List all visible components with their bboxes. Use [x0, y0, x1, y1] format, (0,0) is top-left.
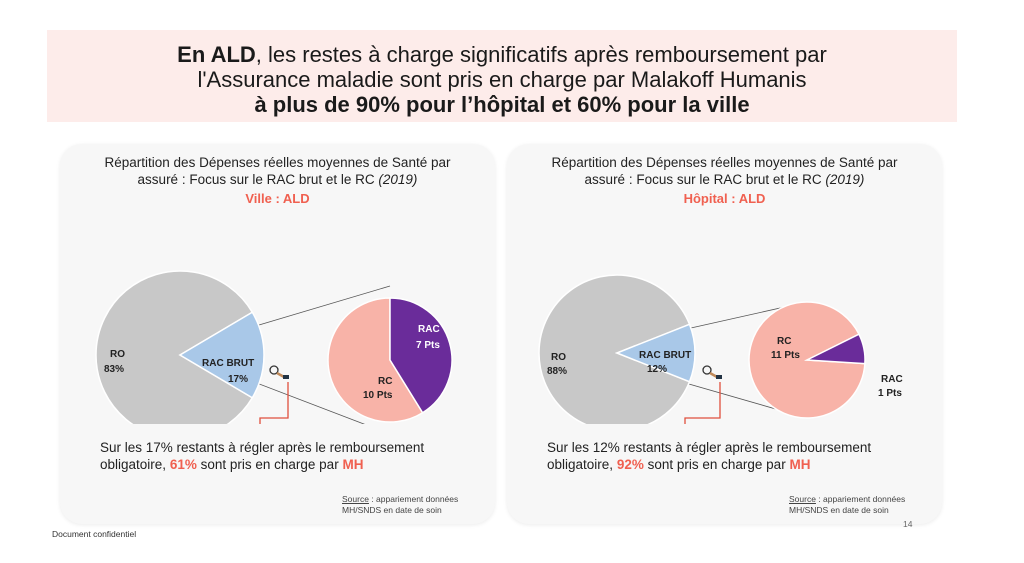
- connector-line-bottom: [253, 381, 365, 424]
- label-rac-brut-value: 12%: [647, 364, 667, 375]
- label-rac-value: 1 Pts: [878, 388, 902, 399]
- card-title-line1: Répartition des Dépenses réelles moyenne…: [104, 155, 451, 170]
- detail-slice-rc: [327, 297, 424, 423]
- confidential-footer: Document confidentiel: [52, 529, 137, 539]
- summary-pre: Sur les 17% restants à régler après le r…: [100, 440, 425, 472]
- source-text: : appariement données MH/SNDS en date de…: [789, 494, 906, 515]
- source-text: : appariement données MH/SNDS en date de…: [342, 494, 459, 515]
- summary-text: Sur les 12% restants à régler après le r…: [547, 439, 927, 473]
- summary-pct: 92%: [616, 457, 644, 472]
- arrow-connector: [259, 382, 289, 424]
- label-ro-value: 88%: [547, 366, 567, 377]
- summary-mh: MH: [342, 457, 364, 472]
- label-rac: RAC: [881, 374, 903, 385]
- card-title-year: (2019): [825, 172, 865, 187]
- card-subtitle: Ville : ALD: [245, 191, 310, 206]
- headline-bold-ald: En ALD: [177, 42, 256, 67]
- source-label: Source: [789, 494, 816, 504]
- card-ville: Répartition des Dépenses réelles moyenne…: [60, 144, 495, 524]
- headline: En ALD, les restes à charge significatif…: [47, 42, 957, 117]
- summary-mid: sont pris en charge par: [647, 457, 786, 472]
- card-title-year: (2019): [378, 172, 418, 187]
- pie-slice-rac-brut: [178, 311, 265, 399]
- label-rc: RC: [378, 376, 392, 387]
- source-note: Source : appariement données MH/SNDS en …: [789, 494, 924, 516]
- label-ro: RO: [110, 349, 125, 360]
- summary-mid: sont pris en charge par: [200, 457, 339, 472]
- label-rac-brut-value: 17%: [228, 374, 248, 385]
- label-ro: RO: [551, 352, 566, 363]
- summary-mh: MH: [789, 457, 811, 472]
- source-label: Source: [342, 494, 369, 504]
- label-rac-value: 7 Pts: [416, 340, 440, 351]
- detail-slice-rac: [389, 297, 453, 414]
- card-title-line1: Répartition des Dépenses réelles moyenne…: [551, 155, 898, 170]
- connector-line-top: [258, 285, 391, 326]
- card-title: Répartition des Dépenses réelles moyenne…: [70, 154, 485, 188]
- pie-slice-ro: [95, 270, 254, 424]
- card-title-line2: assuré : Focus sur le RAC brut et le RC: [137, 172, 375, 187]
- magnifier-icon: [702, 365, 722, 379]
- label-rac-brut: RAC BRUT: [202, 358, 254, 369]
- card-hopital: Répartition des Dépenses réelles moyenne…: [507, 144, 942, 524]
- headline-line1: , les restes à charge significatifs aprè…: [255, 42, 827, 67]
- label-rc: RC: [777, 336, 791, 347]
- headline-line2: l'Assurance maladie sont pris en charge …: [197, 67, 807, 92]
- magnifier-icon: [269, 365, 289, 379]
- label-rc-value: 10 Pts: [363, 390, 393, 401]
- source-note: Source : appariement données MH/SNDS en …: [342, 494, 477, 516]
- summary-pre: Sur les 12% restants à régler après le r…: [547, 440, 872, 472]
- card-title-line2: assuré : Focus sur le RAC brut et le RC: [584, 172, 822, 187]
- slide: En ALD, les restes à charge significatif…: [47, 30, 957, 545]
- pie-chart-hopital: RO 88% RAC BRUT 12% RC 11 Pts RAC 1 Pts: [538, 274, 903, 424]
- headline-line3: à plus de 90% pour l’hôpital et 60% pour…: [254, 92, 750, 117]
- page-number: 14: [903, 519, 913, 529]
- pie-slice-rac-brut: [614, 323, 696, 383]
- card-subtitle: Hôpital : ALD: [683, 191, 766, 206]
- label-ro-value: 83%: [104, 364, 124, 375]
- summary-text: Sur les 17% restants à régler après le r…: [100, 439, 480, 473]
- card-title: Répartition des Dépenses réelles moyenne…: [517, 154, 932, 188]
- detail-slice-rac: [804, 333, 866, 365]
- label-rac: RAC: [418, 324, 440, 335]
- headline-banner: [47, 30, 957, 122]
- label-rac-brut: RAC BRUT: [639, 350, 691, 361]
- pie-chart-ville: RO 83% RAC BRUT 17% RC 10 Pts RAC 7 Pts: [95, 270, 453, 424]
- pie-slice-ro: [538, 274, 691, 424]
- label-rc-value: 11 Pts: [771, 350, 800, 361]
- summary-pct: 61%: [169, 457, 197, 472]
- arrow-connector: [684, 382, 721, 424]
